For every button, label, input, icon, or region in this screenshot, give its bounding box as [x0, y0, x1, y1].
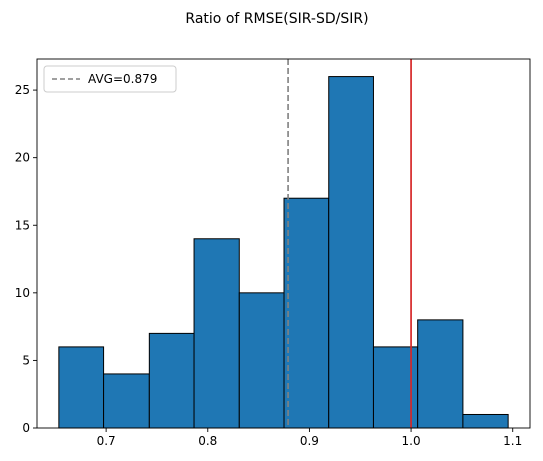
- histogram-bar-1: [103, 373, 150, 429]
- reference-lines-layer: [287, 59, 412, 428]
- x-tick-label: 0.8: [198, 434, 217, 448]
- legend-box: [43, 65, 177, 93]
- histogram-bar-4: [238, 292, 285, 429]
- histogram-bar-5: [283, 197, 330, 429]
- y-tick-label: 5: [22, 353, 30, 367]
- legend: AVG=0.879: [43, 65, 177, 93]
- x-tick-label: 1.1: [503, 434, 522, 448]
- y-tick-label: 20: [15, 151, 30, 165]
- y-tick-label: 10: [15, 286, 30, 300]
- histogram-bar-8: [417, 319, 464, 429]
- chart-title: Ratio of RMSE(SIR-SD/SIR): [185, 11, 368, 27]
- legend-label-avg: AVG=0.879: [88, 72, 157, 86]
- plot-frame: [36, 58, 531, 429]
- x-tick-label: 0.7: [97, 434, 116, 448]
- y-tick-label: 15: [15, 218, 30, 232]
- x-tick-label: 0.9: [300, 434, 319, 448]
- histogram-bar-9: [462, 413, 509, 429]
- y-tick-label: 25: [15, 83, 30, 97]
- histogram-bar-3: [193, 238, 240, 429]
- y-tick-label: 0: [22, 421, 30, 435]
- histogram-bar-2: [148, 332, 195, 429]
- x-axis: 0.7 0.8 0.9 1.0 1.1: [97, 428, 522, 448]
- histogram-bar-6: [328, 76, 374, 429]
- bars-layer: [58, 76, 509, 429]
- x-tick-label: 1.0: [402, 434, 421, 448]
- y-axis: 0 5 10 15 20 25: [15, 83, 37, 435]
- histogram-bar-0: [58, 346, 105, 429]
